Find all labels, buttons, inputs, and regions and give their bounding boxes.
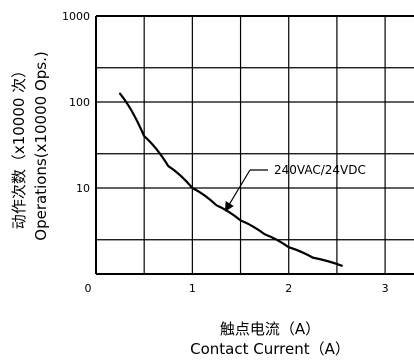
x-tick-label: 2 — [285, 282, 292, 295]
tick-labels: 10 100 1000 0 1 2 3 — [62, 10, 389, 295]
annotation: 240VAC/24VDC — [224, 163, 366, 212]
y-tick-label: 10 — [76, 182, 90, 195]
y-tick-label: 1000 — [62, 10, 90, 23]
y-tick-label: 100 — [69, 96, 90, 109]
x-tick-label: 1 — [189, 282, 196, 295]
x-tick-label: 3 — [382, 282, 389, 295]
x-tick-label: 0 — [85, 282, 92, 295]
grid — [95, 15, 414, 275]
y-axis-title-zh: 动作次数（x10000 次） — [10, 63, 28, 229]
annotation-arrow — [224, 169, 251, 212]
x-axis-title-en: Contact Current（A） — [190, 340, 350, 358]
series-label: 240VAC/24VDC — [274, 163, 366, 177]
x-axis-title-zh: 触点电流（A） — [220, 320, 320, 338]
y-axis-title-en: Operations(x10000 Ops.) — [32, 51, 50, 240]
